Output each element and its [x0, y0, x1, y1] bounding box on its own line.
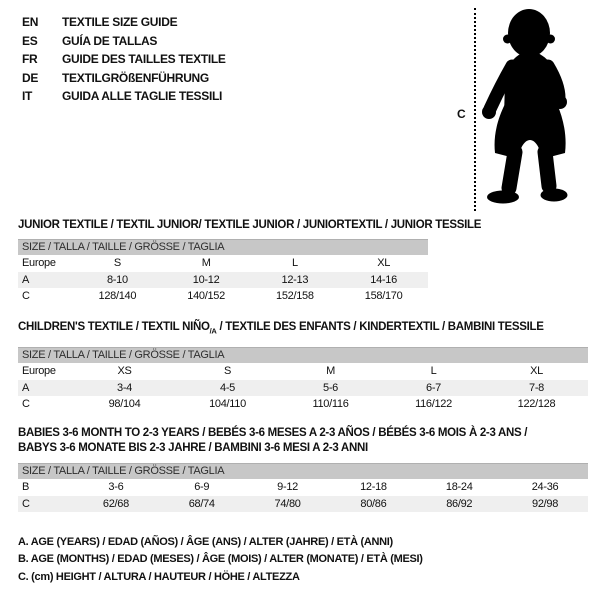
table-cell: 68/74 — [188, 497, 215, 510]
language-row: DE TEXTILGRÖßENFÜHRUNG — [22, 69, 226, 88]
size-header-bar: SIZE / TALLA / TAILLE / GRÖSSE / TAGLIA — [18, 347, 588, 363]
table-cell: 80/86 — [360, 497, 387, 510]
legend-line-a: A. AGE (YEARS) / EDAD (AÑOS) / ÂGE (ANS)… — [18, 536, 393, 548]
language-row: IT GUIDA ALLE TAGLIE TESSILI — [22, 87, 226, 106]
children-title-prefix: CHILDREN'S TEXTILE / TEXTIL NIÑO — [18, 321, 210, 333]
language-title: GUÍA DE TALLAS — [62, 33, 158, 48]
table-cell: S — [113, 257, 121, 269]
table-cell: 110/116 — [312, 398, 349, 410]
row-label: Europe — [22, 257, 56, 269]
toddler-silhouette-icon — [482, 9, 568, 204]
table-row-age: A 3-4 4-5 5-6 6-7 7-8 — [18, 379, 588, 396]
table-cell: XL — [377, 257, 391, 269]
table-row-europe: Europe S M L XL — [18, 255, 428, 272]
language-code: DE — [22, 70, 39, 85]
table-cell: 122/128 — [517, 398, 556, 410]
table-cell: 104/110 — [209, 398, 246, 410]
table-cell: 6-9 — [194, 481, 210, 493]
table-row-age: A 8-10 10-12 12-13 14-16 — [18, 271, 428, 288]
baby-figure: C — [455, 4, 600, 216]
table-cell: 4-5 — [220, 381, 235, 394]
row-label: A — [22, 381, 30, 394]
table-cell: 5-6 — [323, 381, 338, 394]
language-code: IT — [22, 89, 33, 103]
table-cell: 10-12 — [192, 273, 220, 286]
table-cell: 3-6 — [108, 481, 124, 493]
children-title-suffix: / TEXTILE DES ENFANTS / KINDERTEXTIL / B… — [216, 321, 544, 333]
table-cell: M — [201, 257, 211, 269]
table-row-height: C 62/68 68/74 74/80 80/86 86/92 92/98 — [18, 495, 588, 512]
table-cell: L — [291, 257, 298, 269]
table-cell: 12-18 — [360, 481, 387, 493]
legend-line-c: C. (cm) HEIGHT / ALTURA / HAUTEUR / HÖHE… — [18, 570, 300, 583]
language-code: ES — [22, 33, 38, 48]
table-row-height: C 128/140 140/152 152/158 158/170 — [18, 288, 428, 305]
height-measure-label: C — [457, 107, 466, 121]
table-cell: 18-24 — [445, 481, 473, 493]
row-label: Europe — [22, 365, 56, 377]
language-row: ES GUÍA DE TALLAS — [22, 32, 226, 51]
row-label: C — [22, 497, 30, 510]
table-cell: 12-13 — [281, 273, 309, 286]
language-code: FR — [22, 52, 38, 66]
size-header-bar: SIZE / TALLA / TAILLE / GRÖSSE / TAGLIA — [18, 463, 588, 479]
table-cell: 158/170 — [364, 290, 403, 302]
table-row-europe: Europe XS S M L XL — [18, 363, 588, 380]
language-code: EN — [22, 15, 39, 29]
table-cell: 14-16 — [370, 273, 397, 286]
babies-table-title: BABIES 3-6 MONTH TO 2-3 YEARS / BEBÉS 3-… — [18, 426, 528, 456]
table-cell: 24-36 — [531, 481, 559, 493]
babies-table: SIZE / TALLA / TAILLE / GRÖSSE / TAGLIA … — [18, 463, 588, 512]
table-cell: 9-12 — [277, 481, 298, 493]
table-row-height: C 98/104 104/110 110/116 116/122 122/128 — [18, 396, 588, 413]
language-list: EN TEXTILE SIZE GUIDE ES GUÍA DE TALLAS … — [22, 13, 226, 106]
language-title: TEXTILGRÖßENFÜHRUNG — [62, 70, 209, 85]
table-cell: 152/158 — [276, 290, 314, 302]
row-label: B — [22, 481, 30, 493]
babies-title-line1: BABIES 3-6 MONTH TO 2-3 YEARS / BEBÉS 3-… — [18, 427, 528, 439]
row-label: A — [22, 273, 30, 286]
table-row-months: B 3-6 6-9 9-12 12-18 18-24 24-36 — [18, 479, 588, 496]
table-cell: 92/98 — [532, 497, 559, 510]
table-cell: 74/80 — [274, 497, 301, 510]
height-measure-line — [474, 8, 476, 211]
table-cell: 7-8 — [529, 381, 544, 394]
table-cell: 128/140 — [98, 290, 137, 302]
language-title: GUIDE DES TAILLES TEXTILE — [62, 52, 226, 66]
row-label: C — [22, 290, 30, 302]
children-title-subscript: /A — [209, 326, 217, 336]
table-cell: XL — [530, 365, 543, 377]
language-row: FR GUIDE DES TAILLES TEXTILE — [22, 50, 226, 69]
table-cell: 3-4 — [117, 381, 132, 394]
legend: A. AGE (YEARS) / EDAD (AÑOS) / ÂGE (ANS)… — [18, 534, 423, 586]
table-cell: L — [430, 365, 437, 377]
junior-table: SIZE / TALLA / TAILLE / GRÖSSE / TAGLIA … — [18, 239, 428, 305]
row-label: C — [22, 398, 30, 410]
language-title: GUIDA ALLE TAGLIE TESSILI — [62, 89, 223, 103]
language-title: TEXTILE SIZE GUIDE — [62, 15, 178, 29]
table-cell: 116/122 — [415, 398, 452, 410]
table-cell: 8-10 — [106, 273, 128, 286]
size-header-bar: SIZE / TALLA / TAILLE / GRÖSSE / TAGLIA — [18, 239, 428, 255]
table-cell: S — [223, 365, 232, 377]
language-row: EN TEXTILE SIZE GUIDE — [22, 13, 226, 32]
table-cell: XS — [117, 365, 132, 377]
table-cell: M — [326, 365, 335, 377]
children-table-title: CHILDREN'S TEXTILE / TEXTIL NIÑO/A / TEX… — [18, 320, 544, 338]
table-cell: 140/152 — [187, 290, 225, 302]
junior-table-title: JUNIOR TEXTILE / TEXTIL JUNIOR/ TEXTILE … — [18, 219, 482, 231]
table-cell: 98/104 — [108, 398, 141, 410]
legend-line-b: B. AGE (MONTHS) / EDAD (MESES) / ÂGE (MO… — [18, 553, 423, 566]
table-cell: 6-7 — [426, 381, 441, 394]
children-table: SIZE / TALLA / TAILLE / GRÖSSE / TAGLIA … — [18, 347, 588, 413]
table-cell: 62/68 — [102, 497, 129, 510]
table-cell: 86/92 — [446, 497, 473, 510]
babies-title-line2: BABYS 3-6 MONATE BIS 2-3 JAHRE / BAMBINI… — [18, 442, 368, 454]
